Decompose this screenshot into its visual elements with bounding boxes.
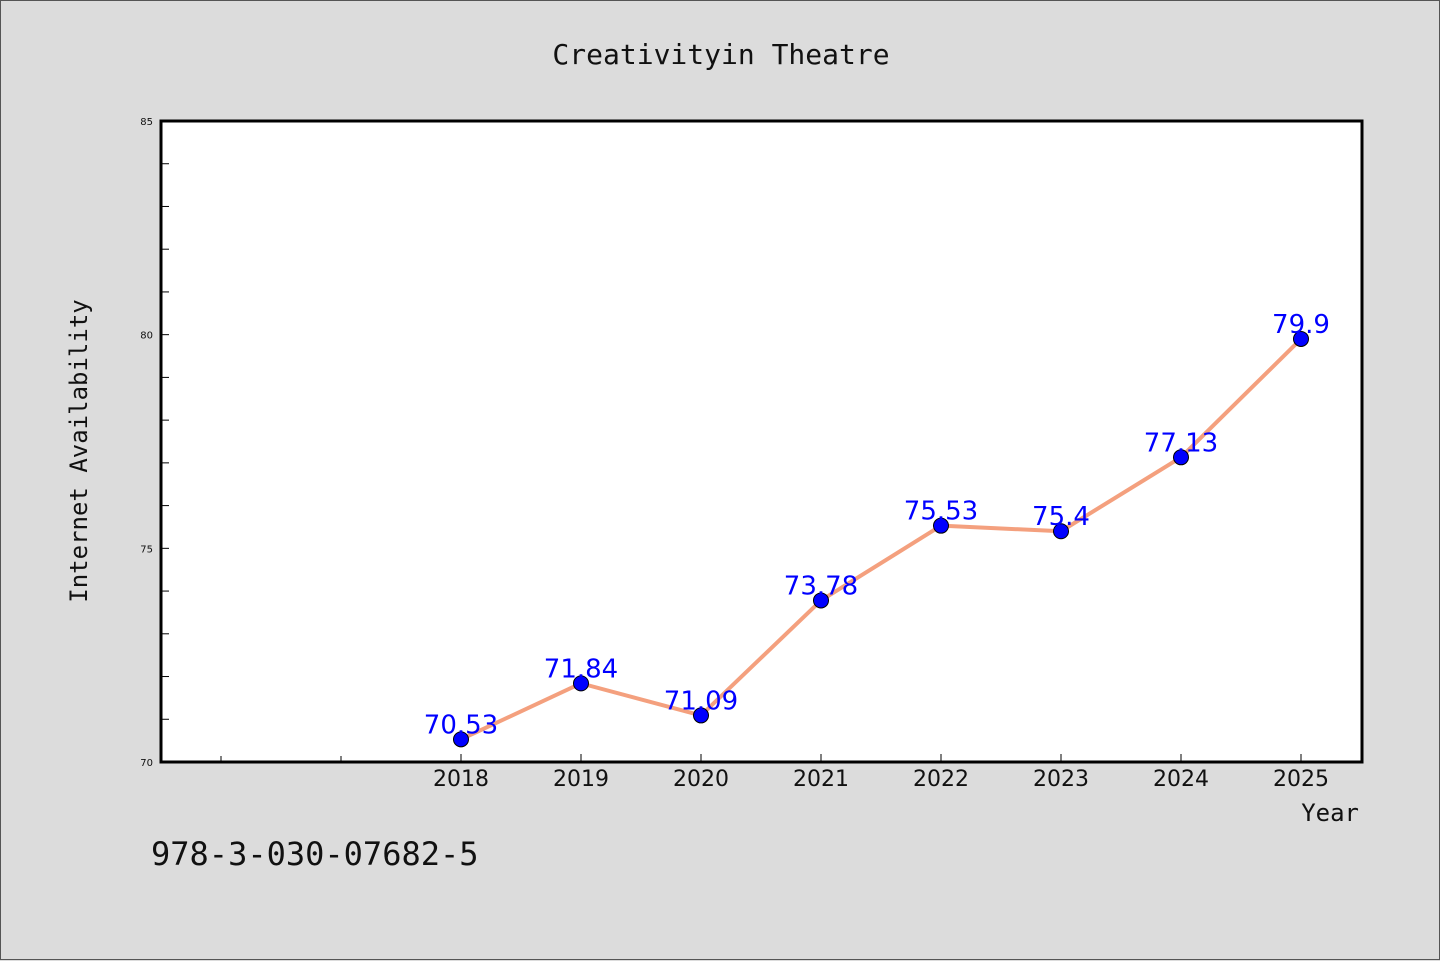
- x-tick-label: 2019: [553, 767, 609, 792]
- y-axis: 70 75 80 85: [140, 117, 169, 769]
- x-axis-label: Year: [1301, 799, 1359, 827]
- x-tick-label: 2020: [673, 767, 729, 792]
- y-tick-label: 80: [140, 331, 153, 342]
- x-tick-label: 2018: [433, 767, 489, 792]
- series-line: [459, 336, 1303, 742]
- chart-title: Creativityin Theatre: [552, 38, 889, 71]
- x-tick-label: 2024: [1153, 767, 1209, 792]
- data-point: [933, 517, 949, 534]
- data-point: [1053, 523, 1069, 540]
- data-label: 71.84: [544, 654, 618, 684]
- x-tick-label: 2023: [1033, 767, 1089, 792]
- data-point: [573, 675, 589, 692]
- x-tick-label: 2025: [1273, 767, 1329, 792]
- data-point: [693, 707, 709, 724]
- y-tick-label: 85: [140, 117, 153, 128]
- data-label: 77.13: [1144, 428, 1218, 458]
- y-axis-label: Internet Availability: [65, 299, 93, 602]
- data-point: [1293, 330, 1309, 347]
- x-tick-label: 2021: [793, 767, 849, 792]
- data-label: 79.9: [1272, 310, 1330, 340]
- data-label: 75.4: [1032, 502, 1090, 532]
- data-label: 70.53: [424, 710, 498, 740]
- y-tick-label: 70: [140, 758, 153, 769]
- isbn-text: 978-3-030-07682-5: [151, 835, 479, 873]
- x-axis: 2018 2019 2020 2021 2022 2023 2024 2025: [220, 754, 1329, 792]
- y-tick-label: 75: [140, 544, 153, 555]
- series-group: 70.53 71.84 71.09 73.78 75.53 75.4 77.13 79.9: [424, 310, 1330, 748]
- data-point: [453, 731, 469, 748]
- data-point: [813, 592, 829, 609]
- x-tick-label: 2022: [913, 767, 969, 792]
- data-label: 75.53: [904, 497, 978, 527]
- data-point: [1173, 449, 1189, 466]
- data-label: 71.09: [664, 686, 738, 716]
- data-label: 73.78: [784, 571, 858, 601]
